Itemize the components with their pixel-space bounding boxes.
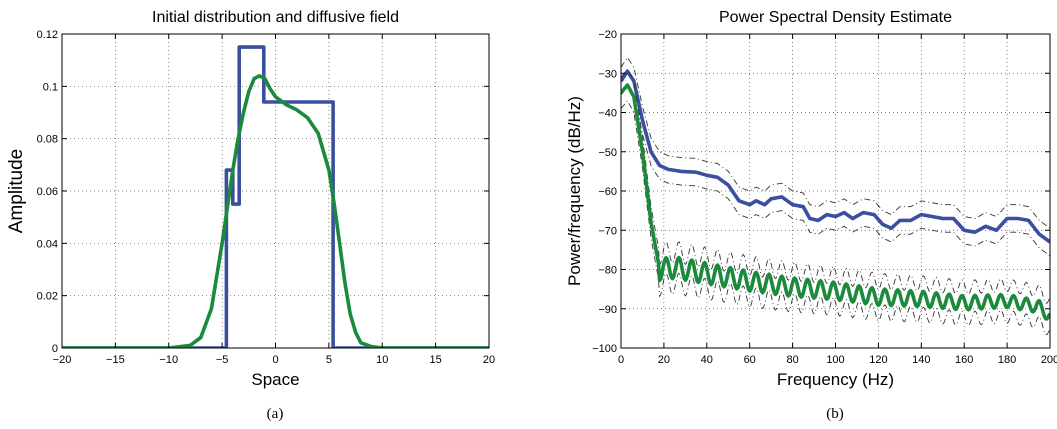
- x-tick-label: 180: [998, 354, 1016, 366]
- confidence-bound-blue: [621, 56, 1050, 229]
- plot-area: [621, 56, 1050, 336]
- y-tick-label: 0.04: [37, 238, 58, 250]
- confidence-bound-green: [621, 99, 1050, 336]
- x-tick-label: 20: [658, 354, 670, 366]
- x-tick-label: 0: [618, 354, 624, 366]
- confidence-bound-blue: [621, 84, 1050, 257]
- y-tick-label: −100: [592, 343, 617, 355]
- y-tick-label: −70: [598, 225, 617, 237]
- figure-caption: (b): [826, 406, 844, 422]
- y-axis-label: Amplitude: [6, 149, 27, 234]
- x-tick-label: 0: [272, 354, 278, 366]
- x-tick-label: 40: [701, 354, 713, 366]
- y-tick-label: −80: [598, 265, 617, 277]
- chart-title: Initial distribution and diffusive field: [152, 9, 399, 26]
- y-tick-label: −30: [598, 68, 617, 80]
- series-line-blue: [621, 69, 1050, 244]
- x-tick-label: 60: [744, 354, 756, 366]
- x-tick-label: 100: [826, 354, 844, 366]
- x-tick-label: 15: [430, 354, 442, 366]
- x-tick-label: −10: [159, 354, 178, 366]
- x-tick-label: 20: [483, 354, 495, 366]
- y-tick-label: −90: [598, 304, 617, 316]
- x-tick-label: 10: [376, 354, 388, 366]
- x-tick-label: −20: [53, 354, 72, 366]
- x-tick-label: 120: [869, 354, 887, 366]
- series-line-green: [621, 83, 1050, 321]
- figure-caption: (a): [267, 406, 284, 422]
- x-tick-label: 80: [786, 354, 798, 366]
- chart-a: −20 −15 −10 −5 0 5 10 15 20 0 0.02 0.04 0.06 0.08 0.1 0…: [6, 9, 495, 422]
- plot-area: [62, 45, 489, 348]
- x-tick-label: 5: [326, 354, 332, 366]
- y-tick-label: 0.08: [37, 134, 58, 146]
- y-axis-label: Power/frequency (dB/Hz): [565, 96, 584, 286]
- y-tick-label: 0.06: [37, 186, 58, 198]
- y-tick-label: −40: [598, 108, 617, 120]
- chart-title: Power Spectral Density Estimate: [719, 9, 952, 26]
- series-line-green: [62, 74, 489, 348]
- y-tick-label: −60: [598, 186, 617, 198]
- y-tick-label: 0: [52, 343, 58, 355]
- x-tick-label: 160: [955, 354, 973, 366]
- y-tick-label: 0.1: [43, 81, 58, 93]
- chart-b: 0 20 40 60 80 100 120 140 160 180 200 −100 −90 −80 −70…: [565, 9, 1057, 422]
- x-axis-label: Space: [251, 370, 299, 389]
- x-tick-label: 200: [1041, 354, 1057, 366]
- y-tick-label: −50: [598, 147, 617, 159]
- confidence-bound-green: [621, 68, 1050, 304]
- x-tick-label: 140: [912, 354, 930, 366]
- x-axis-label: Frequency (Hz): [777, 370, 894, 389]
- y-tick-label: −20: [598, 29, 617, 41]
- x-tick-label: −5: [216, 354, 229, 366]
- y-tick-label: 0.12: [37, 29, 58, 41]
- x-tick-label: −15: [106, 354, 125, 366]
- y-tick-label: 0.02: [37, 291, 58, 303]
